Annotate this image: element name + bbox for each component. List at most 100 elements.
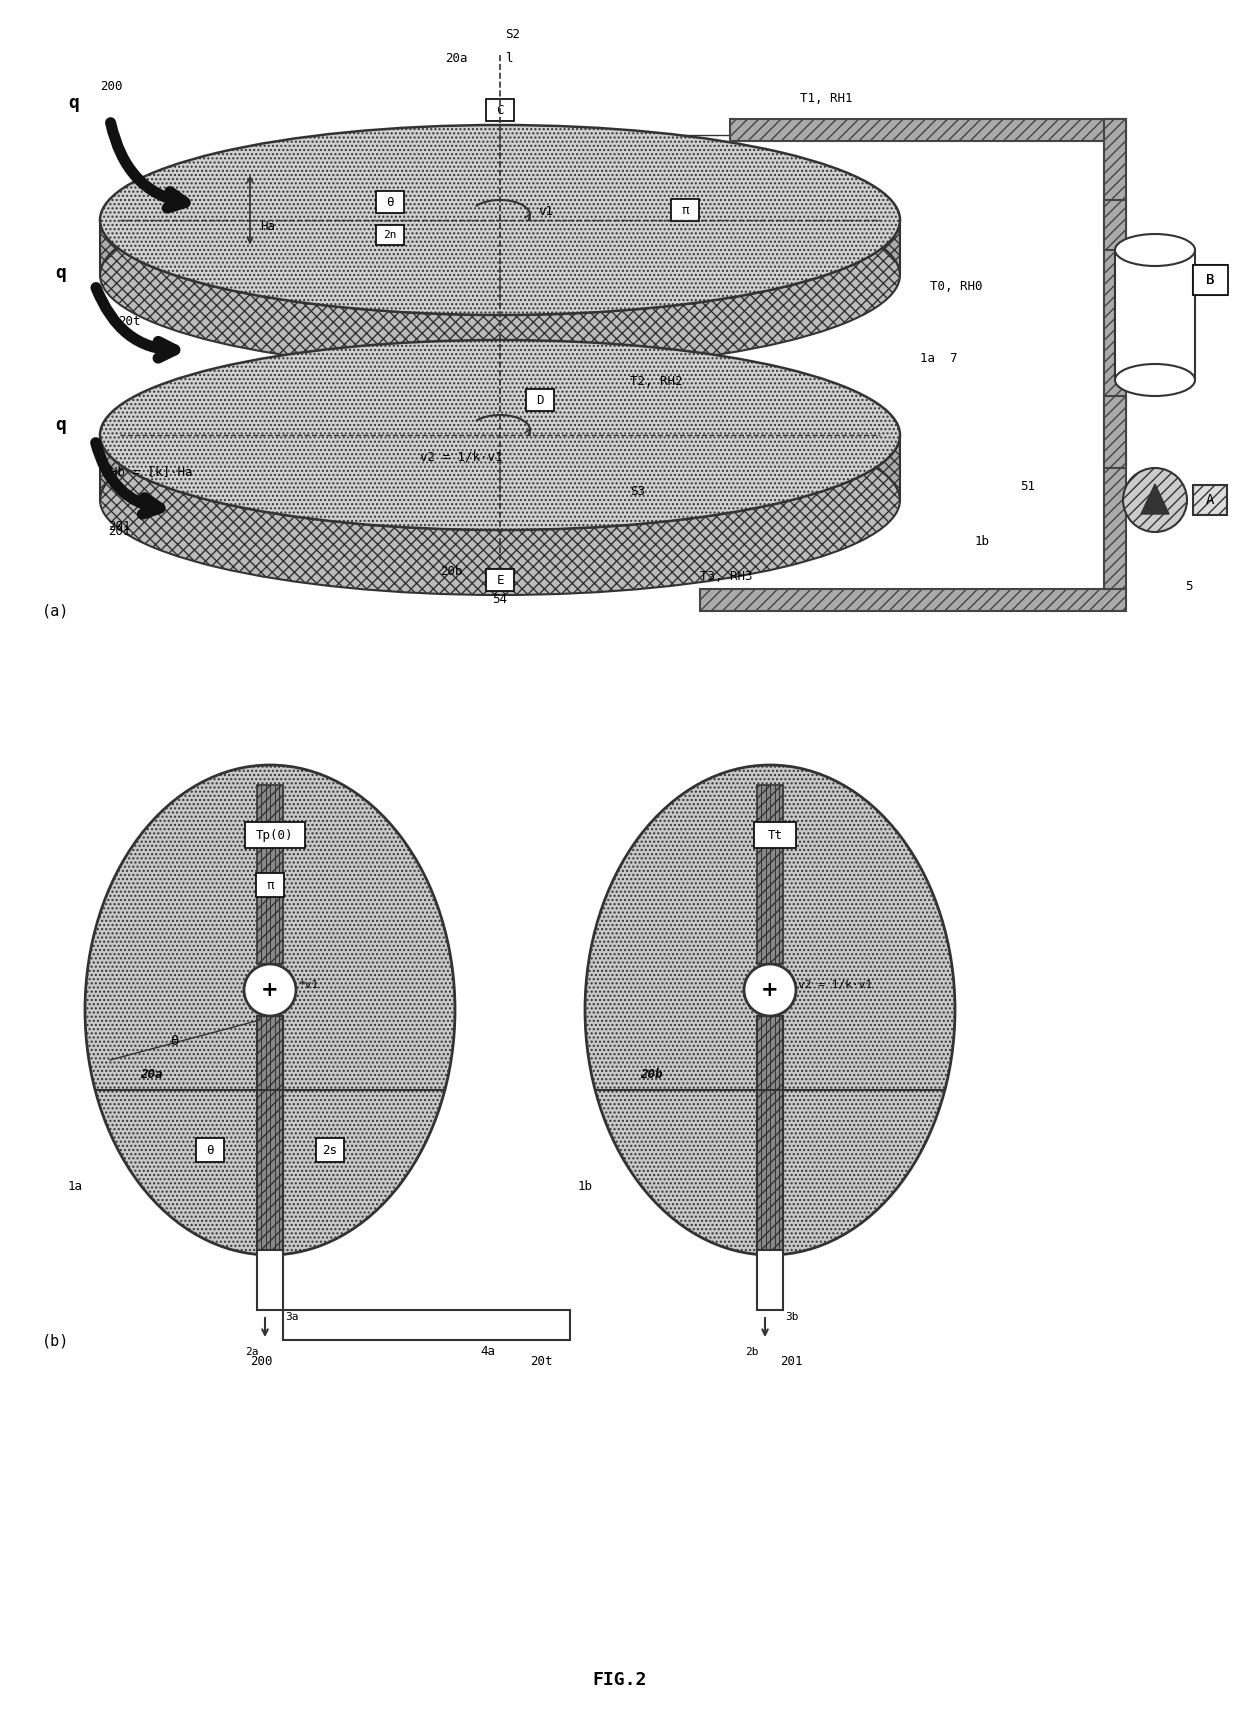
Text: v2 = 1/k·v1: v2 = 1/k·v1 [799, 979, 872, 990]
Bar [376, 192, 404, 212]
Bar [486, 568, 515, 591]
Text: q: q [55, 264, 66, 282]
Text: 3b: 3b [785, 1311, 799, 1322]
Text: T3, RH3: T3, RH3 [701, 570, 753, 584]
Ellipse shape [100, 125, 900, 315]
Bar [1104, 120, 1126, 591]
Bar [730, 120, 1126, 140]
Text: Tt: Tt [768, 829, 782, 842]
Bar [1193, 484, 1228, 515]
Ellipse shape [100, 406, 900, 596]
Polygon shape [100, 406, 900, 531]
Text: q: q [68, 94, 79, 111]
Text: +: + [761, 979, 779, 1000]
Bar [246, 822, 305, 847]
Text: D: D [536, 394, 544, 406]
Text: 201: 201 [108, 520, 130, 532]
Text: Ha: Ha [260, 221, 275, 233]
Text: q: q [55, 416, 66, 435]
Bar [376, 224, 404, 245]
Bar [196, 1138, 224, 1162]
Text: 1b: 1b [975, 534, 990, 548]
Bar [316, 1138, 343, 1162]
Text: v1: v1 [538, 205, 553, 217]
Bar [1115, 250, 1195, 380]
Text: 20a: 20a [445, 51, 467, 65]
Text: S2: S2 [505, 27, 520, 41]
Ellipse shape [86, 765, 455, 1255]
Text: 20t: 20t [118, 315, 140, 329]
Text: FIG.2: FIG.2 [593, 1671, 647, 1690]
Text: (a): (a) [42, 603, 69, 618]
Text: S3: S3 [630, 484, 645, 498]
Text: 20t: 20t [529, 1354, 553, 1368]
Bar [1104, 200, 1126, 250]
Bar [257, 1250, 283, 1310]
Text: 201: 201 [108, 526, 130, 538]
Text: 5: 5 [1185, 580, 1193, 592]
Bar [754, 822, 796, 847]
Circle shape [744, 964, 796, 1015]
Bar [1193, 265, 1228, 294]
Text: π: π [267, 878, 274, 892]
Bar [255, 873, 284, 897]
Text: 2a: 2a [246, 1347, 258, 1358]
Bar [701, 589, 1126, 611]
Text: T2, RH2: T2, RH2 [630, 375, 682, 389]
Ellipse shape [1123, 467, 1187, 532]
Text: 1a  7: 1a 7 [920, 353, 957, 365]
Polygon shape [1141, 484, 1169, 514]
Circle shape [244, 964, 296, 1015]
Text: 51: 51 [1021, 479, 1035, 493]
Text: 201: 201 [780, 1354, 802, 1368]
Bar [486, 99, 515, 122]
Text: 1b: 1b [578, 1180, 593, 1193]
Text: 20b: 20b [640, 1068, 662, 1080]
Text: 3a: 3a [285, 1311, 299, 1322]
Bar [671, 199, 699, 221]
Text: θ: θ [206, 1144, 213, 1157]
Text: 4a: 4a [480, 1346, 495, 1358]
Text: T1, RH1: T1, RH1 [800, 92, 853, 104]
Text: E: E [496, 574, 503, 587]
Text: 2s: 2s [322, 1144, 337, 1157]
Bar [1104, 395, 1126, 467]
Text: 20b: 20b [440, 565, 463, 579]
Ellipse shape [1115, 235, 1195, 265]
Text: 2n: 2n [383, 229, 397, 240]
Text: π: π [681, 204, 688, 216]
Ellipse shape [585, 765, 955, 1255]
Text: 200: 200 [250, 1354, 273, 1368]
Bar [257, 1015, 283, 1250]
Text: 1a: 1a [68, 1180, 83, 1193]
Polygon shape [100, 180, 900, 315]
Text: +: + [262, 979, 279, 1000]
Text: 20a: 20a [140, 1068, 162, 1080]
Bar [756, 786, 782, 964]
Bar [756, 1015, 782, 1250]
Text: 54: 54 [492, 592, 507, 606]
Text: Hb = [k]·Ha: Hb = [k]·Ha [110, 466, 192, 478]
Bar [1193, 265, 1228, 294]
Ellipse shape [100, 180, 900, 370]
Bar [257, 786, 283, 964]
Text: C: C [496, 103, 503, 116]
Text: *v1: *v1 [298, 979, 319, 990]
Bar [283, 1310, 570, 1340]
Text: l: l [505, 51, 512, 65]
Text: B: B [1205, 272, 1214, 288]
Ellipse shape [1115, 365, 1195, 395]
Text: θ: θ [170, 1034, 179, 1048]
Text: (b): (b) [42, 1334, 69, 1347]
Text: 200: 200 [100, 80, 123, 92]
Text: T0, RH0: T0, RH0 [930, 281, 982, 293]
Bar [526, 389, 554, 411]
Text: θ: θ [386, 195, 394, 209]
Text: Tp(0): Tp(0) [257, 829, 294, 842]
Text: 2b: 2b [745, 1347, 759, 1358]
Text: v2 = 1/k·v1: v2 = 1/k·v1 [420, 450, 502, 462]
Bar [756, 1250, 782, 1310]
Text: B: B [1205, 272, 1214, 288]
Ellipse shape [100, 341, 900, 531]
Text: A: A [1205, 493, 1214, 507]
